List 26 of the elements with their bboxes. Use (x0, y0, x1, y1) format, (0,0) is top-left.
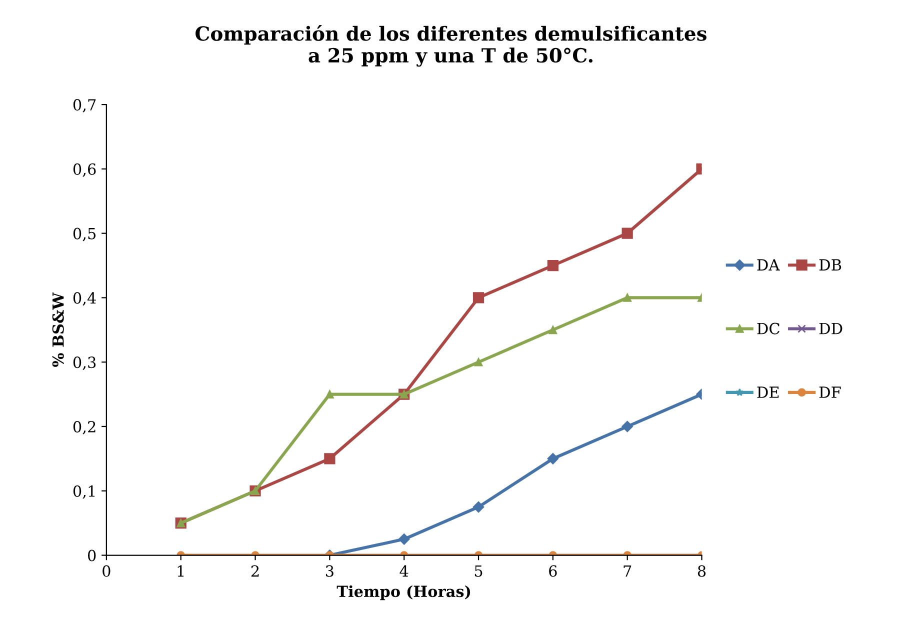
legend-label: DD (819, 322, 842, 334)
chart-title: Comparación de los diferentes demulsificantes a 25 ppm y una T de 50°C. (196, 25, 706, 67)
y-tick-label: 0 (88, 550, 96, 562)
y-tick-label: 0,1 (73, 485, 95, 499)
x-tick-label: 1 (178, 565, 184, 577)
x-tick-label: 4 (400, 565, 408, 577)
x-tick-label: 8 (698, 565, 706, 577)
legend-label: DF (819, 386, 841, 398)
x-tick-label: 7 (624, 565, 632, 577)
y-axis-title: % BS&W (52, 292, 64, 367)
x-axis-title: Tiempo (Horas) (336, 585, 470, 600)
y-tick-label: 0,3 (73, 356, 96, 370)
y-tick-label: 0,5 (73, 228, 96, 242)
x-tick-label: 6 (549, 565, 557, 577)
y-tick-label: 0,4 (73, 292, 96, 306)
x-tick-label: 3 (326, 565, 334, 577)
x-tick-label: 2 (251, 565, 259, 577)
x-tick-label: 0 (102, 565, 110, 577)
legend-label: DB (819, 259, 842, 270)
legend-label: DC (757, 322, 780, 334)
legend-label: DA (757, 259, 780, 270)
x-tick-label: 5 (474, 565, 482, 577)
y-tick-label: 0,2 (73, 420, 96, 434)
y-tick-label: 0,6 (73, 163, 96, 177)
legend-label: DE (757, 386, 779, 398)
y-tick-label: 0,7 (73, 99, 96, 112)
